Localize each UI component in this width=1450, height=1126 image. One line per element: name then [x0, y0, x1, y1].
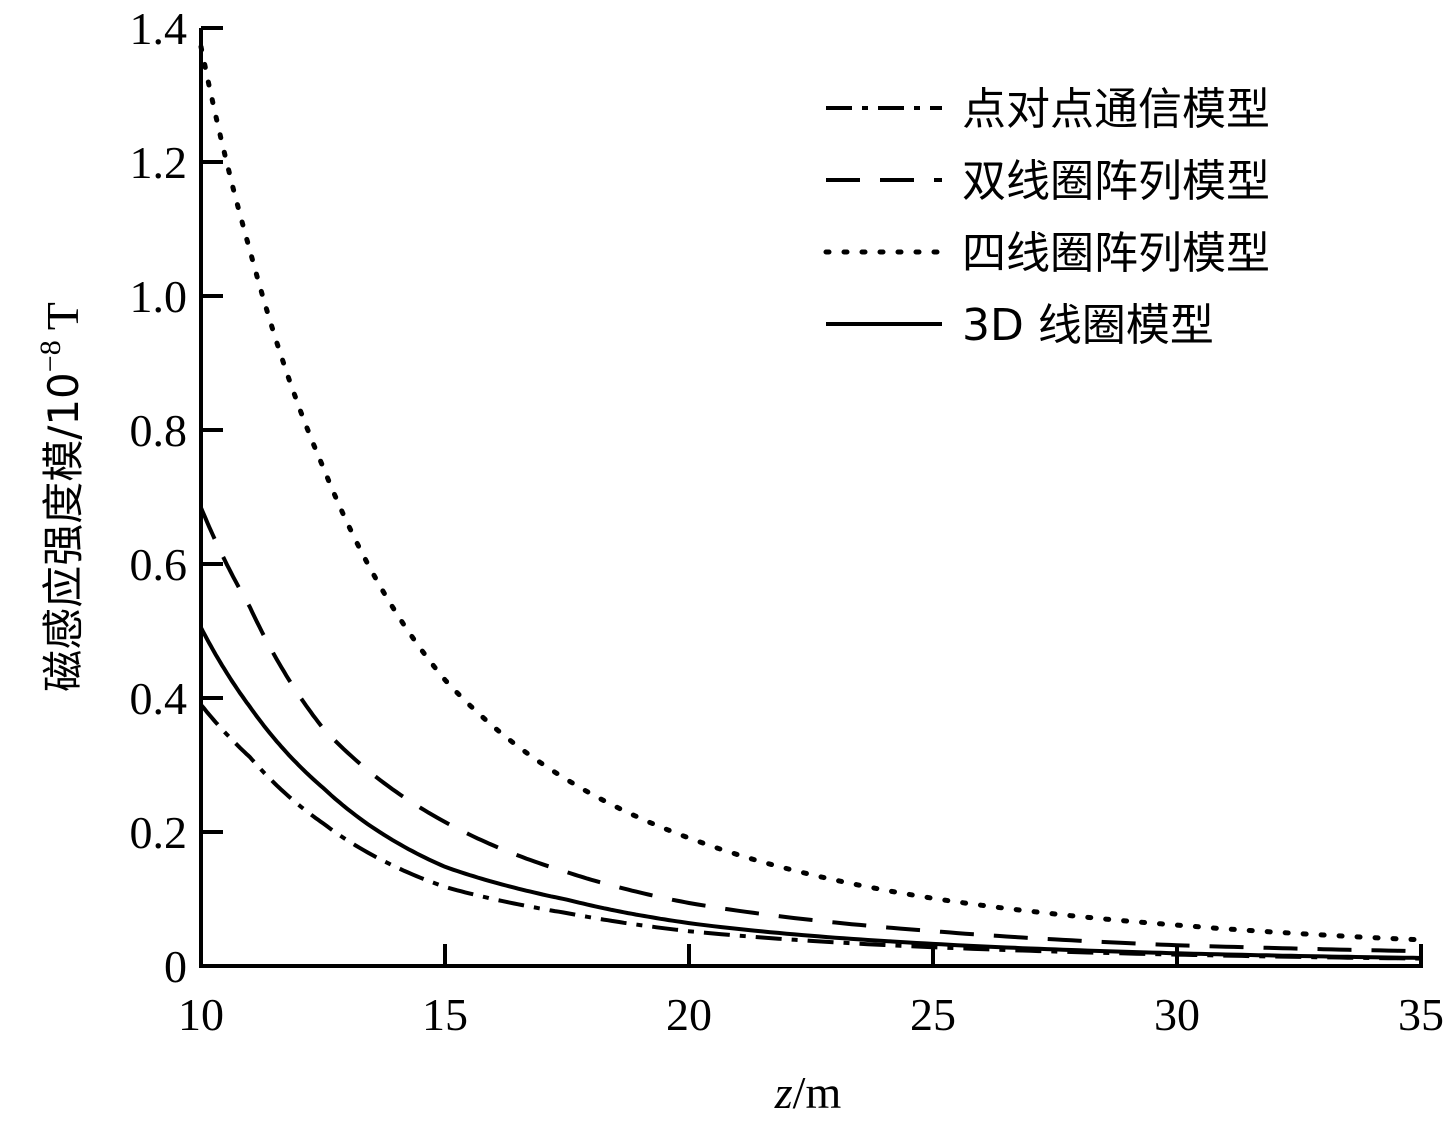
svg-text:磁感应强度模/10−8T: 磁感应强度模/10−8T: [34, 302, 88, 692]
x-axis-title: z/m: [774, 1067, 842, 1118]
legend-item: 3D 线圈模型: [826, 300, 1214, 351]
y-axis-title: 磁感应强度模/10−8T: [34, 302, 88, 692]
y-tick-label: 0.8: [130, 405, 188, 456]
legend-label: 3D 线圈模型: [962, 300, 1214, 351]
y-tick-label: 1.2: [130, 137, 188, 188]
y-tick-label: 1.0: [130, 271, 188, 322]
y-tick-label: 1.4: [130, 3, 188, 54]
x-tick-label: 30: [1154, 989, 1200, 1040]
legend-label: 点对点通信模型: [962, 84, 1270, 135]
series-line-dashdot: [199, 703, 1422, 961]
legend-label: 四线圈阵列模型: [962, 228, 1270, 279]
y-tick-label: 0.4: [130, 673, 188, 724]
series-layer: [198, 44, 1424, 961]
y-tick-label: 0: [164, 941, 187, 992]
x-tick-label: 10: [178, 989, 224, 1040]
legend-label: 双线圈阵列模型: [962, 156, 1270, 207]
x-tick-label: 15: [422, 989, 468, 1040]
plot-area: 0 0.2 0.4 0.6 0.8 1.0 1.2 1.4 10 15 20 25 30 35: [130, 3, 1445, 1040]
y-tick-label: 0.6: [130, 539, 188, 590]
legend-item: 四线圈阵列模型: [823, 228, 1270, 279]
series-line-solid: [199, 626, 1422, 960]
x-tick-label: 20: [666, 989, 712, 1040]
y-axis-ticks: 0 0.2 0.4 0.6 0.8 1.0 1.2 1.4: [130, 3, 223, 992]
legend-item: 双线圈阵列模型: [826, 156, 1270, 207]
series-line-dashed: [199, 506, 1422, 954]
x-tick-label: 35: [1398, 989, 1444, 1040]
legend-item: 点对点通信模型: [826, 84, 1270, 135]
y-tick-label: 0.2: [130, 807, 188, 858]
x-axis-ticks: 10 15 20 25 30 35: [178, 944, 1444, 1040]
x-tick-label: 25: [910, 989, 956, 1040]
